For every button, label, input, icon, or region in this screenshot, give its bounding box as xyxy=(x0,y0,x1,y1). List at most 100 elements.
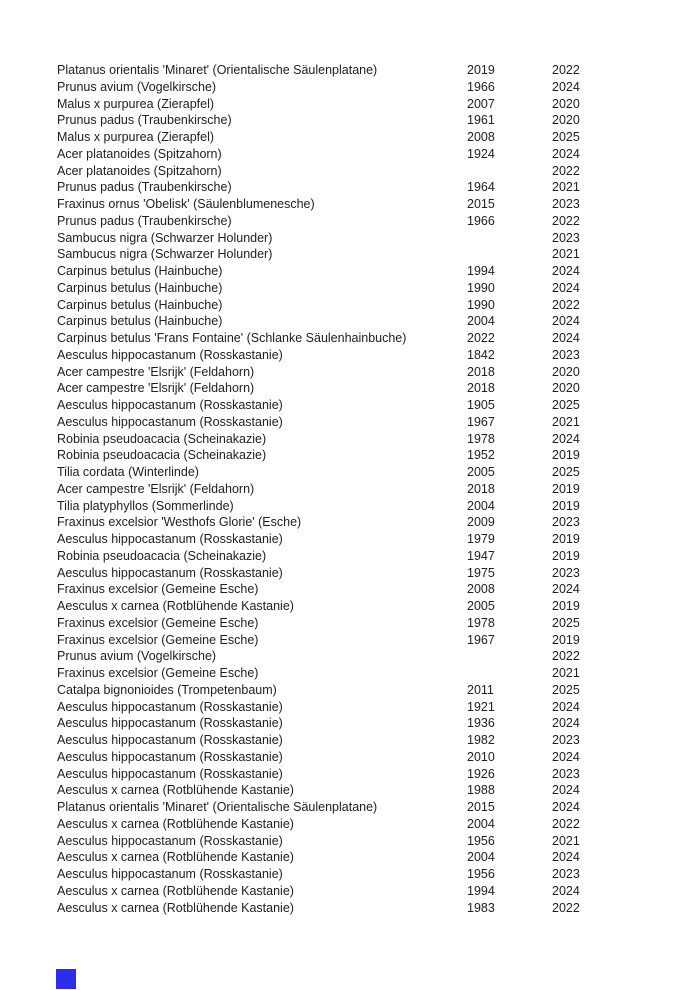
table-row: Carpinus betulus 'Frans Fontaine' (Schla… xyxy=(57,330,669,347)
species-name-cell: Carpinus betulus (Hainbuche) xyxy=(57,297,223,312)
year1-cell: 2018 xyxy=(467,481,495,496)
species-name-cell: Robinia pseudoacacia (Scheinakazie) xyxy=(57,448,267,463)
species-name-cell: Sambucus nigra (Schwarzer Holunder) xyxy=(57,247,273,262)
year2-cell: 2019 xyxy=(552,448,580,463)
species-name-cell: Fraxinus excelsior (Gemeine Esche) xyxy=(57,632,259,647)
year1-cell: 1956 xyxy=(467,867,495,881)
table-row: Carpinus betulus (Hainbuche) 1990 2024 xyxy=(57,280,669,297)
year1-cell: 1967 xyxy=(467,632,495,647)
table-row: Aesculus hippocastanum (Rosskastanie) 190… xyxy=(57,397,669,414)
year2-cell: 2023 xyxy=(552,766,580,781)
year2-cell: 2023 xyxy=(552,867,580,881)
year2-cell: 2024 xyxy=(552,331,580,345)
year1-cell: 1975 xyxy=(467,565,495,580)
year1-cell: 2018 xyxy=(467,364,495,379)
year2-cell: 2024 xyxy=(552,264,580,278)
table-row: Aesculus hippocastanum (Rosskastanie) 197… xyxy=(57,565,669,582)
year2-cell: 2020 xyxy=(552,96,580,111)
table-row: Acer platanoides (Spitzahorn) 1924 2024 xyxy=(57,146,669,163)
species-name-cell: Aesculus x carnea (Rotblühende Kastanie) xyxy=(57,816,294,831)
species-name-cell: Aesculus hippocastanum (Rosskastanie) xyxy=(57,749,283,764)
year2-cell: 2025 xyxy=(552,682,580,697)
year2-cell: 2025 xyxy=(552,130,580,144)
year1-cell: 1994 xyxy=(467,883,495,898)
table-row: Prunus padus (Traubenkirsche) 1961 2020 xyxy=(57,112,669,129)
table-row: Prunus padus (Traubenkirsche) 1964 2021 xyxy=(57,179,669,196)
year1-cell: 1967 xyxy=(467,414,495,429)
species-name-cell: Prunus padus (Traubenkirsche) xyxy=(57,180,232,195)
table-row: Carpinus betulus (Hainbuche) 2004 2024 xyxy=(57,313,669,330)
species-name-cell: Robinia pseudoacacia (Scheinakazie) xyxy=(57,431,267,446)
species-name-cell: Prunus padus (Traubenkirsche) xyxy=(57,213,232,228)
year1-cell: 2004 xyxy=(467,498,495,513)
year2-cell: 2022 xyxy=(552,163,580,178)
year2-cell: 2022 xyxy=(552,900,580,915)
species-name-cell: Aesculus hippocastanum (Rosskastanie) xyxy=(57,414,283,429)
year2-cell: 2024 xyxy=(552,716,580,731)
species-name-cell: Tilia platyphyllos (Sommerlinde) xyxy=(57,498,234,513)
table-row: Carpinus betulus (Hainbuche) 1990 2022 xyxy=(57,297,669,314)
species-name-cell: Carpinus betulus (Hainbuche) xyxy=(57,314,223,329)
table-row: Aesculus hippocastanum (Rosskastanie) 184… xyxy=(57,347,669,364)
year2-cell: 2024 xyxy=(552,800,580,814)
species-name-cell: Aesculus hippocastanum (Rosskastanie) xyxy=(57,733,283,747)
year1-cell: 1842 xyxy=(467,347,495,362)
year1-cell: 2004 xyxy=(467,816,495,831)
year2-cell: 2023 xyxy=(552,565,580,580)
table-row: Fraxinus ornus 'Obelisk' (Säulenblumenes… xyxy=(57,196,669,213)
table-row: Fraxinus excelsior (Gemeine Esche) 2021 xyxy=(57,665,669,682)
year2-cell: 2024 xyxy=(552,749,580,764)
table-row: Sambucus nigra (Schwarzer Holunder) 2021 xyxy=(57,246,669,263)
year2-cell: 2022 xyxy=(552,649,580,664)
species-name-cell: Aesculus hippocastanum (Rosskastanie) xyxy=(57,532,283,546)
year1-cell: 2009 xyxy=(467,515,495,530)
year1-cell: 1905 xyxy=(467,398,495,412)
year1-cell: 1924 xyxy=(467,146,495,161)
year1-cell: 1926 xyxy=(467,766,495,781)
species-name-cell: Fraxinus excelsior (Gemeine Esche) xyxy=(57,582,259,597)
species-name-cell: Sambucus nigra (Schwarzer Holunder) xyxy=(57,230,273,245)
year2-cell: 2023 xyxy=(552,347,580,362)
species-name-cell: Aesculus hippocastanum (Rosskastanie) xyxy=(57,565,283,580)
year2-cell: 2019 xyxy=(552,532,580,546)
year1-cell: 2019 xyxy=(467,63,495,77)
year2-cell: 2023 xyxy=(552,230,580,245)
year2-cell: 2024 xyxy=(552,146,580,161)
species-name-cell: Robinia pseudoacacia (Scheinakazie) xyxy=(57,548,267,563)
year1-cell: 2004 xyxy=(467,850,495,865)
year1-cell: 1966 xyxy=(467,213,495,228)
table-row: Fraxinus excelsior 'Westhofs Glorie' (Es… xyxy=(57,514,669,531)
year1-cell: 1979 xyxy=(467,532,495,546)
year2-cell: 2024 xyxy=(552,79,580,94)
year1-cell xyxy=(467,163,552,180)
species-name-cell: Prunus padus (Traubenkirsche) xyxy=(57,113,232,128)
table-row: Aesculus hippocastanum (Rosskastanie) 198… xyxy=(57,732,669,749)
year1-cell: 1983 xyxy=(467,900,495,915)
year1-cell: 2022 xyxy=(467,331,495,345)
species-name-cell: Prunus avium (Vogelkirsche) xyxy=(57,79,217,94)
species-name-cell: Aesculus hippocastanum (Rosskastanie) xyxy=(57,833,283,848)
year1-cell xyxy=(467,648,552,665)
year2-cell: 2019 xyxy=(552,548,580,563)
table-row: Malus x purpurea (Zierapfel) 2008 2025 xyxy=(57,129,669,146)
year1-cell: 1921 xyxy=(467,699,495,714)
table-row: Aesculus hippocastanum (Rosskastanie) 192… xyxy=(57,699,669,716)
species-name-cell: Carpinus betulus 'Frans Fontaine' (Schla… xyxy=(57,331,407,345)
species-name-cell: Aesculus hippocastanum (Rosskastanie) xyxy=(57,398,283,412)
table-row: Fraxinus excelsior (Gemeine Esche) 1978 20… xyxy=(57,615,669,632)
table-row: Aesculus x carnea (Rotblühende Kastanie)… xyxy=(57,849,669,866)
species-name-cell: Platanus orientalis 'Minaret' (Orientali… xyxy=(57,800,378,814)
year1-cell: 2015 xyxy=(467,800,495,814)
species-name-cell: Malus x purpurea (Zierapfel) xyxy=(57,130,215,144)
year1-cell: 1961 xyxy=(467,113,495,128)
species-name-cell: Tilia cordata (Winterlinde) xyxy=(57,465,199,479)
table-row: Acer platanoides (Spitzahorn) 2022 xyxy=(57,163,669,180)
table-row: Carpinus betulus (Hainbuche) 1994 2024 xyxy=(57,263,669,280)
year2-cell: 2020 xyxy=(552,381,580,396)
species-name-cell: Platanus orientalis 'Minaret' (Orientali… xyxy=(57,63,378,77)
year2-cell: 2019 xyxy=(552,599,580,613)
table-row: Acer campestre 'Elsrijk' (Feldahorn) 2018… xyxy=(57,364,669,381)
year2-cell: 2024 xyxy=(552,280,580,295)
species-name-cell: Aesculus hippocastanum (Rosskastanie) xyxy=(57,347,283,362)
